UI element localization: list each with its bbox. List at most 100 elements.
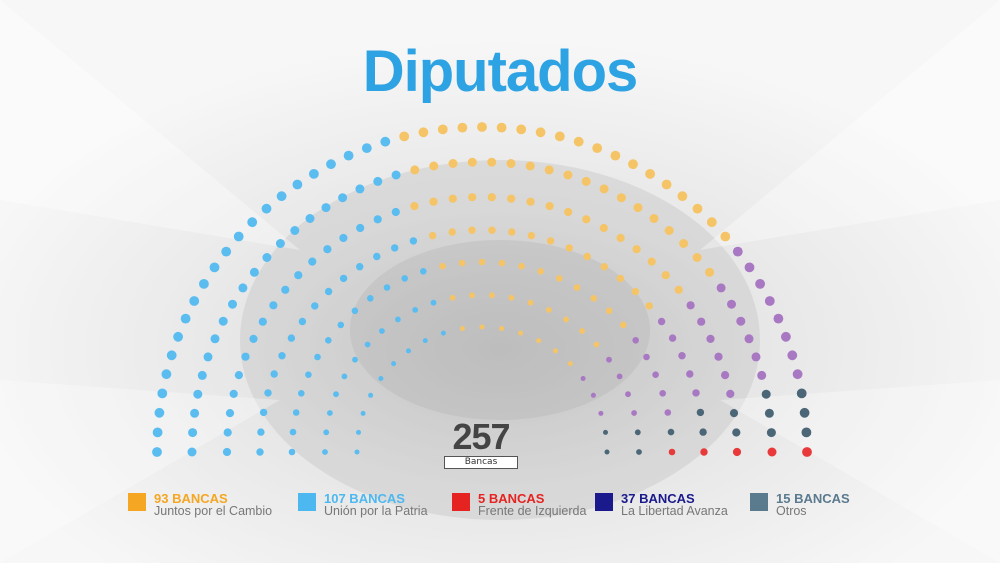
seat-la-libertad-avanza: [716, 283, 726, 293]
seat-union-por-la-patria: [193, 389, 203, 399]
seat-la-libertad-avanza: [657, 317, 666, 326]
seat-union-por-la-patria: [351, 307, 359, 315]
seat-la-libertad-avanza: [686, 301, 695, 310]
seat-union-por-la-patria: [324, 287, 333, 296]
seat-juntos-por-el-cambio: [546, 237, 555, 245]
seat-union-por-la-patria: [430, 299, 437, 306]
seat-union-por-la-patria: [292, 179, 303, 190]
seat-union-por-la-patria: [322, 449, 328, 455]
seat-juntos-por-el-cambio: [410, 165, 420, 175]
seat-union-por-la-patria: [391, 207, 400, 217]
seat-juntos-por-el-cambio: [705, 267, 715, 277]
seat-juntos-por-el-cambio: [616, 193, 626, 203]
seat-juntos-por-el-cambio: [706, 217, 717, 228]
seat-juntos-por-el-cambio: [619, 321, 627, 329]
seat-union-por-la-patria: [241, 352, 250, 361]
seat-union-por-la-patria: [225, 409, 235, 418]
seat-union-por-la-patria: [378, 376, 384, 381]
seat-juntos-por-el-cambio: [664, 226, 674, 235]
seat-otros: [766, 428, 776, 438]
seat-la-libertad-avanza: [757, 370, 767, 380]
seat-union-por-la-patria: [298, 317, 307, 326]
seat-union-por-la-patria: [412, 307, 419, 313]
seat-union-por-la-patria: [290, 226, 300, 235]
seat-union-por-la-patria: [380, 136, 391, 147]
seat-union-por-la-patria: [210, 334, 220, 344]
seat-union-por-la-patria: [373, 176, 383, 186]
seat-union-por-la-patria: [308, 257, 317, 266]
seat-juntos-por-el-cambio: [499, 326, 505, 331]
seat-juntos-por-el-cambio: [599, 184, 609, 194]
seat-juntos-por-el-cambio: [439, 262, 446, 270]
seat-juntos-por-el-cambio: [516, 124, 527, 135]
seat-juntos-por-el-cambio: [428, 231, 437, 240]
seat-juntos-por-el-cambio: [477, 122, 487, 132]
seat-union-por-la-patria: [278, 352, 286, 360]
seat-union-por-la-patria: [339, 274, 348, 283]
legend-count: 5 BANCAS: [478, 491, 545, 506]
seat-juntos-por-el-cambio: [616, 233, 625, 243]
seat-juntos-por-el-cambio: [410, 202, 419, 211]
seat-union-por-la-patria: [356, 223, 365, 233]
seat-juntos-por-el-cambio: [508, 294, 515, 301]
seat-union-por-la-patria: [337, 321, 345, 329]
seat-juntos-por-el-cambio: [429, 161, 439, 171]
seat-union-por-la-patria: [154, 407, 165, 418]
seat-la-libertad-avanza: [697, 317, 706, 326]
seat-union-por-la-patria: [152, 427, 163, 438]
seat-juntos-por-el-cambio: [582, 215, 591, 224]
seat-juntos-por-el-cambio: [489, 292, 495, 299]
seat-juntos-por-el-cambio: [448, 194, 457, 203]
seat-juntos-por-el-cambio: [437, 124, 448, 135]
seat-juntos-por-el-cambio: [525, 161, 535, 171]
seat-union-por-la-patria: [287, 334, 296, 342]
seat-juntos-por-el-cambio: [518, 330, 524, 336]
seat-frente-de-izquierda: [802, 447, 812, 457]
seat-juntos-por-el-cambio: [468, 226, 476, 234]
legend: 93 BANCAS Juntos por el Cambio 107 BANCA…: [0, 490, 1000, 530]
seat-juntos-por-el-cambio: [508, 228, 516, 236]
seat-juntos-por-el-cambio: [592, 143, 603, 154]
seat-la-libertad-avanza: [652, 371, 659, 379]
seat-juntos-por-el-cambio: [692, 203, 703, 214]
seat-juntos-por-el-cambio: [498, 259, 506, 267]
seat-otros: [603, 429, 608, 435]
seat-union-por-la-patria: [259, 408, 268, 417]
seat-union-por-la-patria: [323, 429, 330, 436]
seat-union-por-la-patria: [161, 369, 172, 380]
seat-union-por-la-patria: [180, 313, 191, 324]
seat-la-libertad-avanza: [744, 334, 754, 344]
seat-juntos-por-el-cambio: [457, 122, 468, 133]
seat-juntos-por-el-cambio: [564, 207, 573, 217]
seat-union-por-la-patria: [294, 271, 303, 280]
seat-union-por-la-patria: [341, 373, 348, 380]
seat-juntos-por-el-cambio: [645, 302, 653, 310]
seat-juntos-por-el-cambio: [563, 316, 569, 323]
seat-union-por-la-patria: [327, 410, 333, 416]
seat-union-por-la-patria: [305, 214, 315, 223]
seat-la-libertad-avanza: [773, 313, 784, 324]
seat-union-por-la-patria: [373, 215, 382, 224]
seat-juntos-por-el-cambio: [573, 136, 584, 147]
seat-union-por-la-patria: [199, 279, 209, 289]
seat-union-por-la-patria: [321, 203, 331, 213]
seat-juntos-por-el-cambio: [565, 244, 573, 252]
seat-union-por-la-patria: [333, 391, 339, 398]
seat-union-por-la-patria: [209, 262, 220, 273]
seat-juntos-por-el-cambio: [720, 231, 731, 242]
legend-count: 15 BANCAS: [776, 491, 850, 506]
seat-juntos-por-el-cambio: [536, 338, 542, 344]
seat-la-libertad-avanza: [736, 316, 746, 326]
seat-la-libertad-avanza: [632, 337, 639, 344]
seat-otros: [636, 449, 642, 455]
seat-juntos-por-el-cambio: [527, 231, 536, 240]
legend-swatch: [750, 493, 768, 511]
seat-juntos-por-el-cambio: [599, 223, 608, 233]
seat-juntos-por-el-cambio: [507, 194, 516, 203]
seat-frente-de-izquierda: [668, 448, 676, 456]
seat-union-por-la-patria: [166, 350, 177, 361]
seat-union-por-la-patria: [422, 338, 428, 344]
seat-juntos-por-el-cambio: [677, 191, 688, 202]
seat-union-por-la-patria: [228, 299, 237, 309]
